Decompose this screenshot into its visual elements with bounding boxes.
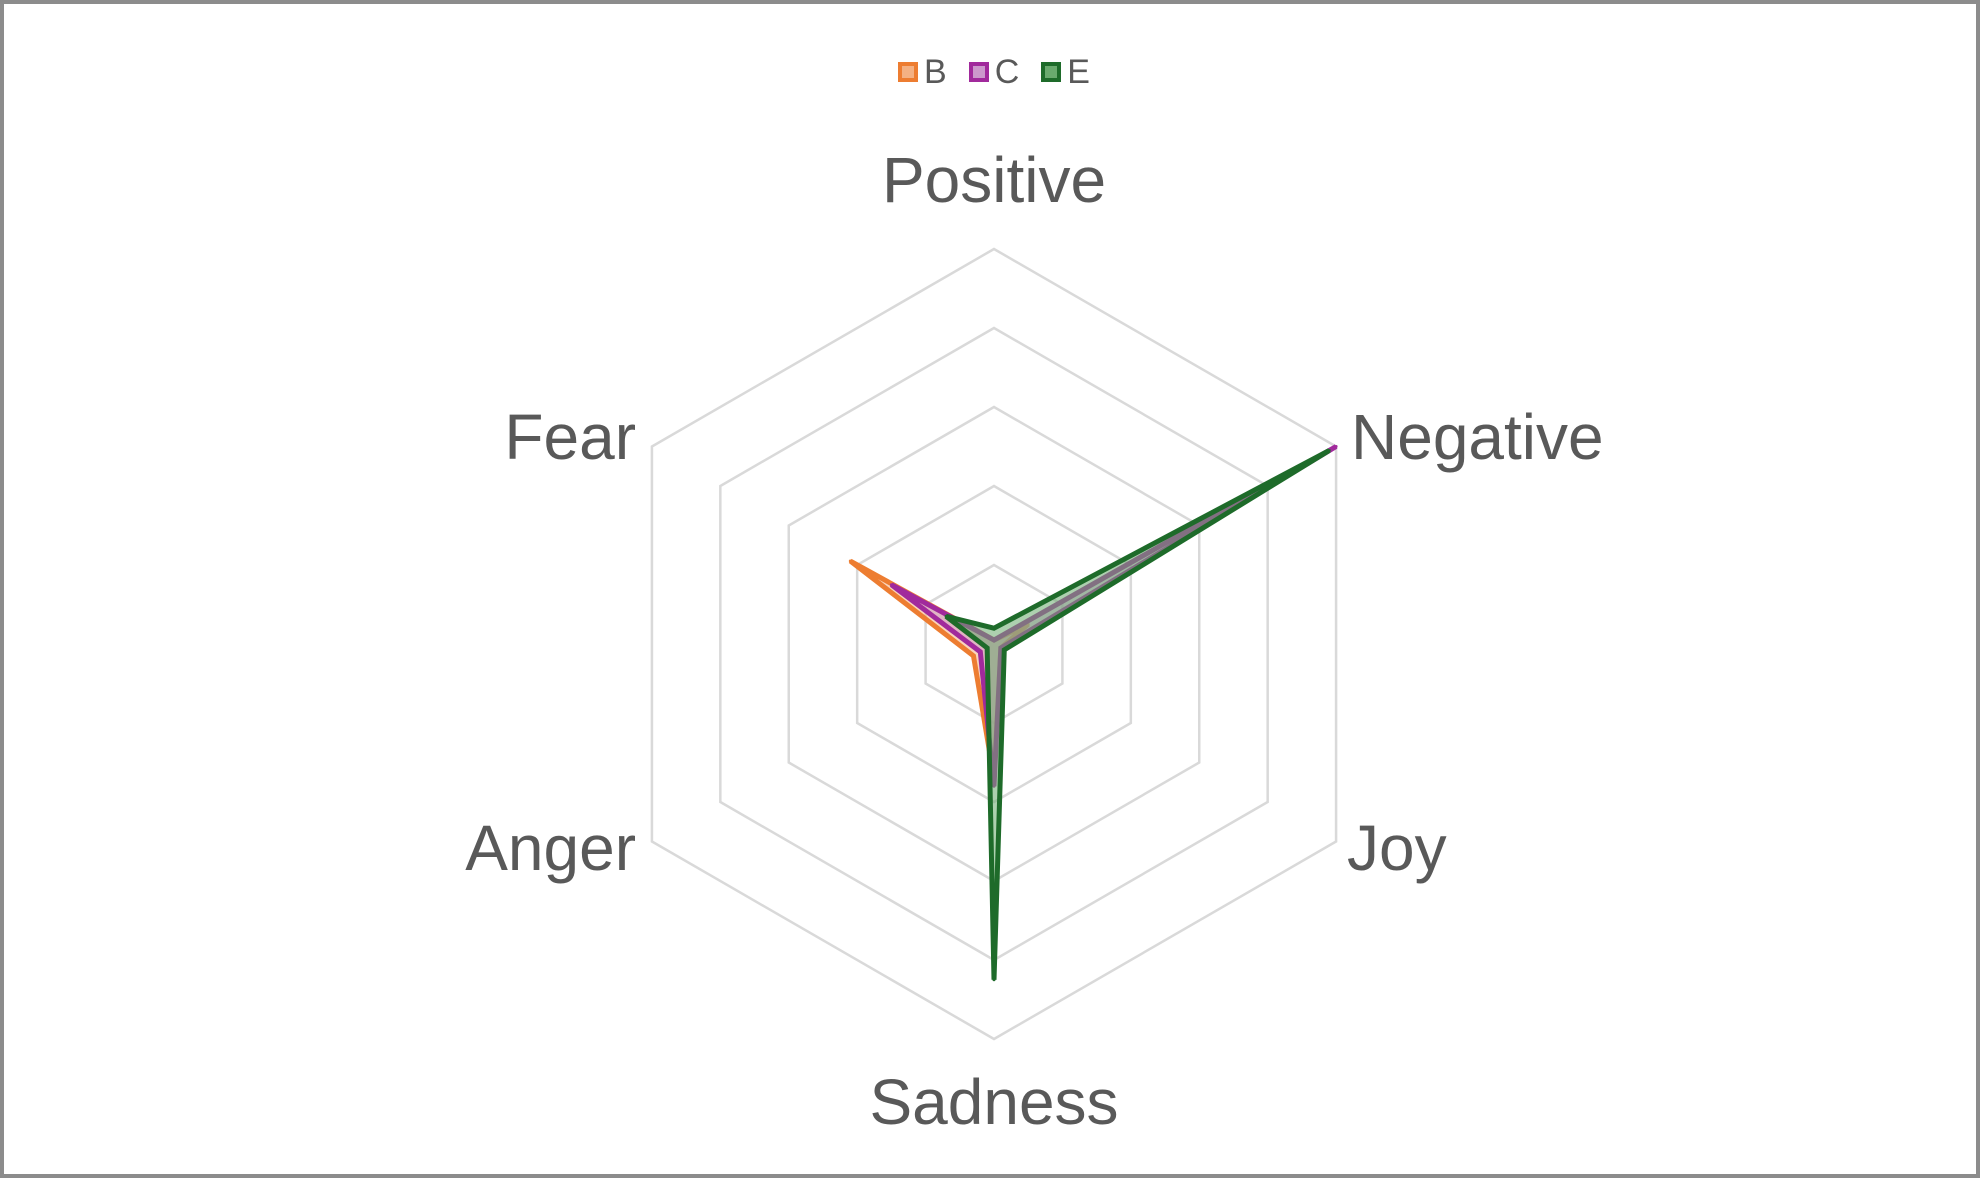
series-e-point-fear (944, 614, 948, 618)
axis-labels: Positive Negative Joy Sadness Anger Fear (465, 144, 1603, 1138)
series-e-point-negative (1327, 448, 1331, 452)
legend-label-b: B (924, 53, 947, 91)
axis-label-positive: Positive (882, 144, 1106, 216)
series-layer (848, 444, 1338, 982)
series-e (944, 448, 1331, 982)
series-c (889, 444, 1338, 788)
legend-label-e: E (1067, 53, 1090, 91)
series-e-area (944, 448, 1331, 980)
axis-label-joy: Joy (1347, 812, 1447, 884)
legend-swatch-c (968, 62, 989, 82)
axis-label-fear: Fear (504, 401, 636, 473)
legend-item-b: B (898, 52, 947, 92)
series-b-point-fear (848, 559, 852, 563)
axis-label-negative: Negative (1351, 401, 1604, 473)
series-e-point-joy (1002, 648, 1006, 652)
radar-chart: Positive Negative Joy Sadness Anger Fear (465, 144, 1603, 1138)
series-e-point-sadness (992, 978, 996, 982)
series-c-point-negative (1334, 445, 1338, 448)
series-e-point-anger (985, 646, 989, 650)
legend-item-e: E (1041, 52, 1090, 92)
legend-swatch-b (898, 62, 919, 82)
series-e-point-positive (992, 626, 996, 630)
axis-label-sadness: Sadness (869, 1066, 1118, 1138)
series-b-point-anger (971, 654, 975, 658)
legend-label-c: C (994, 53, 1020, 91)
series-c-point-fear (889, 583, 893, 587)
series-c-area (889, 444, 1338, 787)
series-c-point-anger (978, 650, 982, 654)
legend-item-c: C (968, 52, 1020, 92)
legend-swatch-e (1041, 62, 1062, 82)
axis-label-anger: Anger (465, 812, 636, 884)
